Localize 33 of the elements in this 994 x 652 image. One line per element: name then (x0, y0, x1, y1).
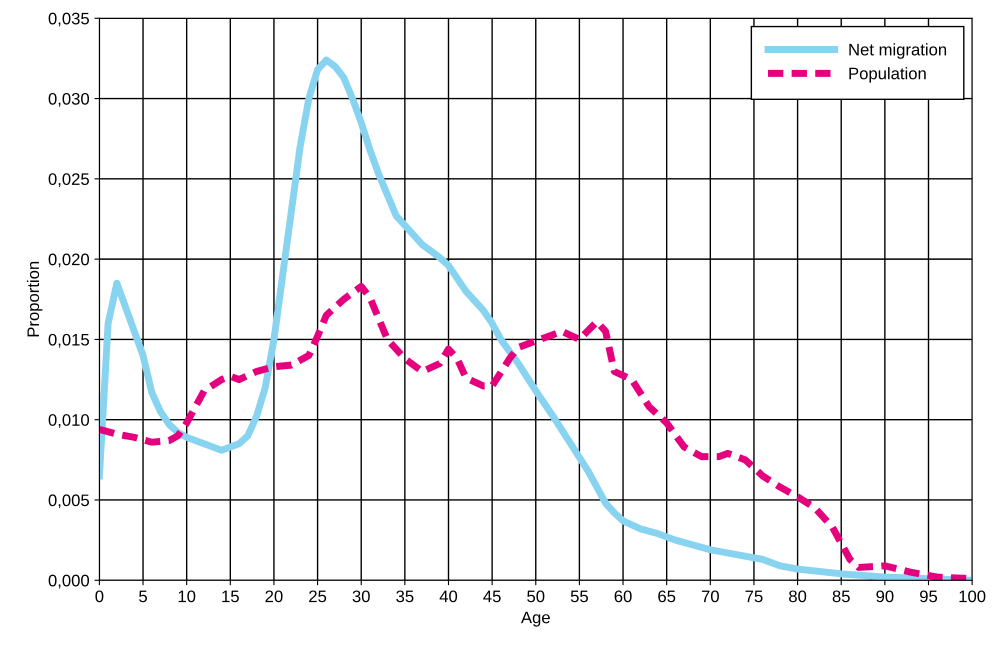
x-axis-title: Age (520, 612, 550, 627)
x-tick-label: 35 (396, 590, 414, 602)
x-tick-label: 10 (178, 590, 196, 602)
legend-label: Net migration (849, 43, 946, 59)
y-tick-label: 0,005 (48, 494, 89, 508)
y-tick-label: 0,025 (48, 173, 89, 188)
x-tick-label: 25 (309, 590, 326, 602)
legend-label: Population (849, 67, 926, 83)
y-tick-label: 0,030 (48, 92, 90, 107)
x-tick-label: 0 (95, 590, 104, 602)
y-axis-title: Proportion (26, 262, 42, 336)
x-tick-label: 75 (746, 590, 763, 602)
x-tick-label: 20 (266, 590, 283, 602)
y-tick-label: 0,020 (48, 254, 90, 268)
x-tick-label: 60 (614, 590, 632, 602)
y-tick-label: 0,035 (48, 12, 89, 26)
y-tick-label: 0,000 (48, 574, 90, 588)
x-tick-label: 55 (570, 590, 588, 602)
x-tick-label: 80 (789, 590, 806, 602)
y-tick-label: 0,010 (48, 414, 90, 428)
x-tick-label: 40 (440, 590, 458, 602)
x-tick-label: 30 (352, 590, 370, 602)
x-tick-label: 95 (920, 590, 938, 602)
x-tick-label: 70 (702, 590, 719, 602)
x-tick-label: 15 (222, 590, 239, 602)
x-tick-label: 90 (876, 590, 894, 602)
x-tick-label: 100 (960, 590, 986, 602)
x-tick-label: 65 (658, 590, 676, 602)
y-tick-label: 0,015 (48, 334, 89, 348)
x-tick-label: 45 (483, 590, 501, 602)
x-tick-label: 85 (832, 590, 850, 602)
x-tick-label: 50 (527, 590, 544, 602)
x-tick-label: 5 (139, 590, 147, 602)
